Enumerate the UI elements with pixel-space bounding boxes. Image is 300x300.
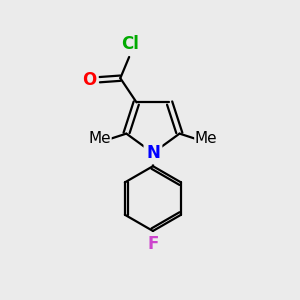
Text: N: N (146, 144, 160, 162)
Text: Cl: Cl (122, 35, 139, 53)
Text: Me: Me (88, 131, 111, 146)
Text: F: F (147, 235, 159, 253)
Text: O: O (82, 71, 97, 89)
Text: Me: Me (195, 131, 218, 146)
